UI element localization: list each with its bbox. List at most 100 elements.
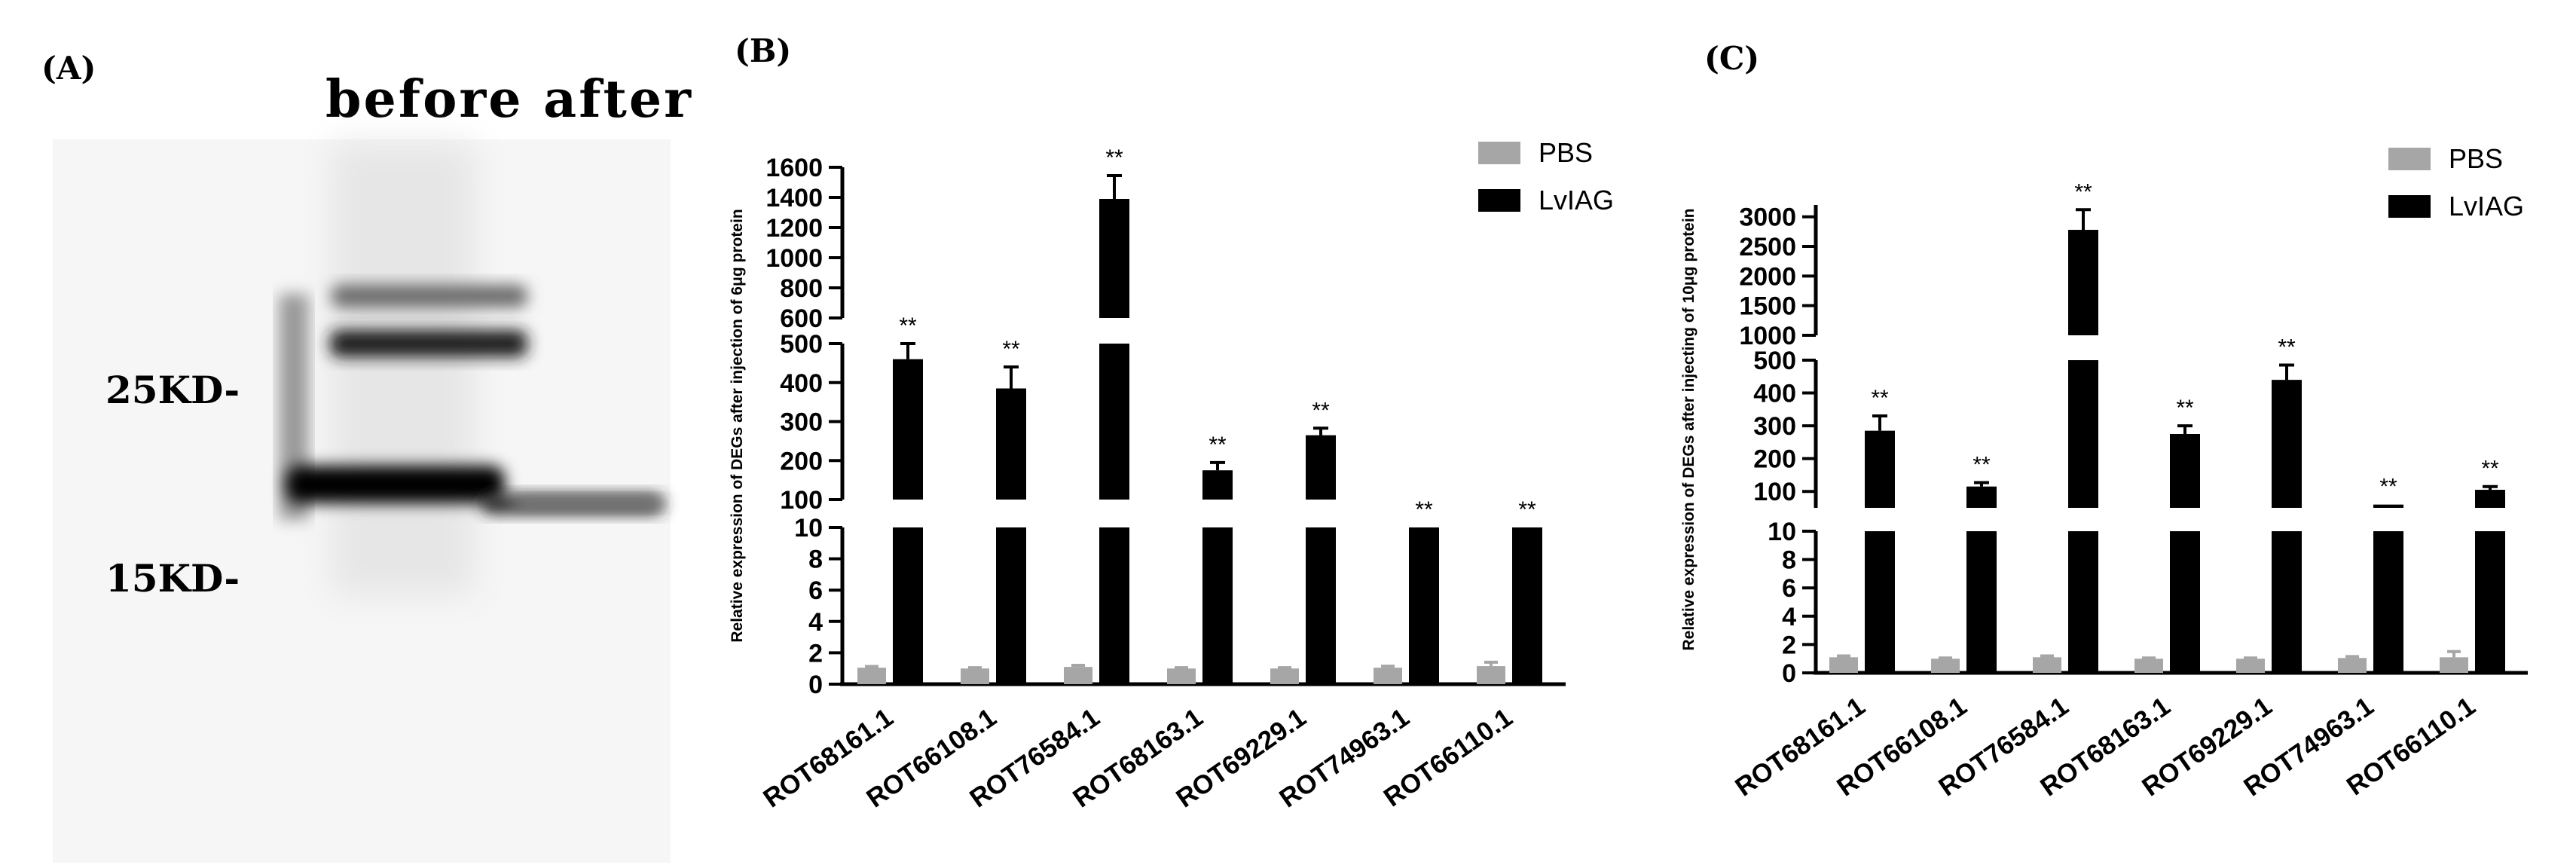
legend-label-pbs: PBS bbox=[1539, 137, 1593, 168]
y-tick-label: 3000 bbox=[1739, 203, 1796, 232]
y-tick-label: 2500 bbox=[1739, 233, 1796, 261]
significance-label: ** bbox=[1105, 145, 1123, 170]
y-tick-label: 10 bbox=[794, 514, 823, 543]
significance-label: ** bbox=[1209, 432, 1227, 457]
bar-pbs bbox=[2440, 657, 2468, 673]
bar-lviag bbox=[2373, 531, 2403, 673]
y-tick-label: 1500 bbox=[1739, 292, 1796, 321]
bar-lviag bbox=[2068, 531, 2098, 673]
bar-pbs bbox=[857, 668, 886, 684]
bar-lviag bbox=[1099, 199, 1129, 318]
bar-lviag bbox=[2475, 490, 2505, 508]
y-tick-label: 6 bbox=[808, 576, 823, 605]
significance-label: ** bbox=[1972, 452, 1991, 477]
bar-lviag bbox=[893, 359, 923, 500]
bar-pbs bbox=[2033, 657, 2061, 673]
legend-label-lviag: LvIAG bbox=[1539, 185, 1614, 215]
significance-label: ** bbox=[899, 313, 917, 338]
y-tick-label: 10 bbox=[1768, 518, 1796, 546]
bar-lviag bbox=[1865, 430, 1895, 508]
bar-lviag bbox=[2373, 504, 2403, 508]
y-axis-title: Relative expression of DEGs after inject… bbox=[729, 209, 746, 642]
bar-pbs bbox=[2236, 659, 2265, 673]
blot-band-main bbox=[286, 466, 505, 503]
y-tick-label: 1600 bbox=[765, 154, 823, 182]
bar-lviag bbox=[2068, 230, 2098, 335]
y-tick-label: 300 bbox=[1753, 412, 1796, 441]
blot-lane-header: before after bbox=[325, 69, 693, 130]
bar-lviag bbox=[2068, 360, 2098, 508]
y-tick-label: 100 bbox=[780, 486, 823, 515]
bar-pbs bbox=[1270, 668, 1299, 684]
bar-pbs bbox=[2134, 659, 2163, 673]
panel-a: (A) before after 25KD- 15KD- bbox=[41, 50, 693, 863]
significance-label: ** bbox=[1415, 497, 1433, 522]
bar-lviag bbox=[1099, 344, 1129, 500]
y-tick-label: 200 bbox=[1753, 445, 1796, 474]
bar-lviag bbox=[1202, 470, 1233, 500]
bar-lviag bbox=[996, 527, 1026, 684]
y-tick-label: 8 bbox=[808, 546, 823, 574]
y-tick-label: 800 bbox=[780, 274, 823, 303]
bar-lviag bbox=[2475, 531, 2505, 673]
bar-lviag bbox=[1306, 435, 1336, 500]
legend-label-pbs: PBS bbox=[2449, 143, 2503, 174]
bar-lviag bbox=[893, 527, 923, 684]
significance-label: ** bbox=[2379, 475, 2397, 500]
y-tick-label: 500 bbox=[1753, 347, 1796, 375]
legend-swatch-pbs bbox=[1478, 142, 1520, 164]
significance-label: ** bbox=[1871, 386, 1889, 411]
bar-lviag bbox=[996, 388, 1026, 500]
blot-lane-before-smear bbox=[332, 143, 475, 595]
bar-lviag bbox=[1865, 531, 1895, 673]
legend-swatch-lviag bbox=[1478, 189, 1520, 212]
bar-lviag bbox=[1306, 527, 1336, 684]
panel-b-label: (B) bbox=[735, 32, 791, 69]
y-tick-label: 400 bbox=[1753, 380, 1796, 408]
significance-label: ** bbox=[2481, 457, 2499, 481]
y-tick-label: 1400 bbox=[765, 184, 823, 212]
y-tick-label: 400 bbox=[780, 369, 823, 398]
bar-lviag bbox=[2170, 434, 2200, 508]
y-tick-label: 100 bbox=[1753, 478, 1796, 506]
bar-pbs bbox=[2338, 658, 2367, 673]
blot-band-upper-faint bbox=[332, 285, 527, 307]
significance-label: ** bbox=[1002, 337, 1020, 362]
marker-25kd: 25KD- bbox=[105, 368, 240, 412]
marker-15kd: 15KD- bbox=[105, 556, 240, 601]
legend-swatch-pbs bbox=[2388, 148, 2431, 170]
y-tick-label: 2 bbox=[1782, 631, 1796, 659]
legend-swatch-lviag bbox=[2388, 195, 2431, 218]
blot-image bbox=[53, 139, 671, 863]
blot-band-after-faint bbox=[512, 497, 663, 509]
y-tick-label: 4 bbox=[808, 608, 823, 637]
bar-lviag bbox=[1512, 527, 1542, 684]
bar-lviag bbox=[1099, 527, 1129, 684]
y-tick-label: 200 bbox=[780, 447, 823, 475]
significance-label: ** bbox=[2278, 335, 2296, 360]
bar-lviag bbox=[2272, 531, 2302, 673]
blot-band-upper bbox=[330, 330, 527, 357]
bar-lviag bbox=[1409, 527, 1439, 684]
y-tick-label: 6 bbox=[1782, 574, 1796, 603]
bar-pbs bbox=[1064, 667, 1092, 684]
bar-pbs bbox=[1829, 657, 1858, 673]
significance-label: ** bbox=[2176, 396, 2194, 420]
legend-label-lviag: LvIAG bbox=[2449, 191, 2524, 222]
y-tick-label: 0 bbox=[1782, 659, 1796, 688]
significance-label: ** bbox=[1518, 497, 1536, 522]
panel-a-label: (A) bbox=[41, 50, 96, 87]
bar-lviag bbox=[2170, 531, 2200, 673]
y-tick-label: 0 bbox=[808, 671, 823, 699]
bar-pbs bbox=[1931, 659, 1960, 673]
bar-pbs bbox=[1477, 666, 1505, 684]
y-tick-label: 2 bbox=[808, 639, 823, 668]
bar-pbs bbox=[1167, 668, 1196, 684]
bar-pbs bbox=[1374, 668, 1402, 684]
bar-pbs bbox=[961, 668, 989, 684]
bar-lviag bbox=[1966, 531, 1997, 673]
y-axis-title: Relative expression of DEGs after inject… bbox=[1680, 209, 1697, 651]
